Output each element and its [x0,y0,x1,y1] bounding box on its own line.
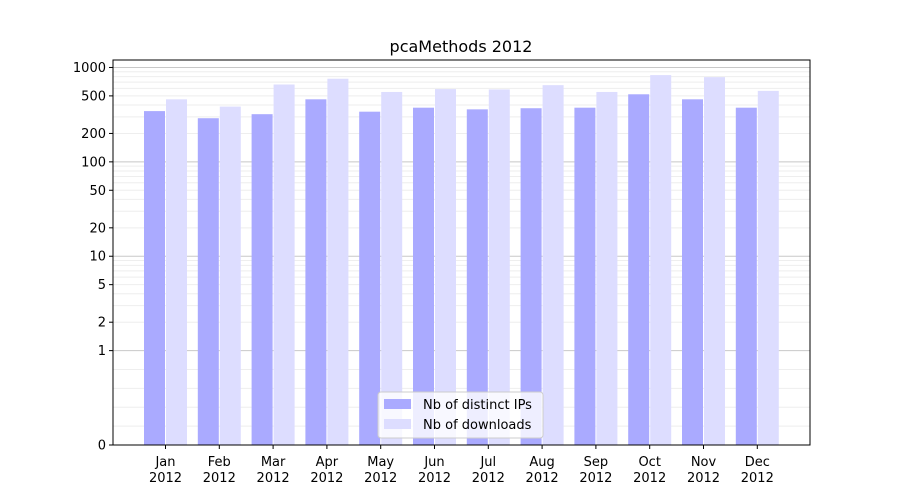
x-tick-label-year: 2012 [203,471,236,486]
bar-downloads [166,99,187,446]
y-tick-label: 100 [81,155,106,170]
bar-distinct-ips [305,99,327,446]
bar-downloads [273,84,295,445]
x-tick-label-month: Apr [316,455,339,470]
bar-distinct-ips [520,108,542,445]
x-tick-label-month: Aug [529,455,554,470]
y-axis: 0 1 2 5 10 20 50 100 200 500 1000 [73,61,113,454]
bar-downloads [435,89,456,445]
x-tick-label-month: Jun [423,455,444,470]
y-tick-label: 500 [81,89,106,104]
x-tick-label-year: 2012 [364,471,397,486]
bar-downloads [757,90,779,446]
bar-downloads [327,78,349,445]
x-tick-label-month: Dec [745,455,770,470]
x-tick-label-year: 2012 [633,471,666,486]
x-tick-label-month: Feb [208,455,231,470]
y-tick-label: 20 [89,221,106,236]
legend-box [377,391,544,439]
bar-distinct-ips [628,94,650,445]
legend: Nb of distinct IPs Nb of downloads [377,391,544,439]
y-tick-label: 200 [81,127,106,142]
x-tick-label-month: Mar [261,455,286,470]
bar-distinct-ips [735,107,757,445]
bar-downloads [596,91,618,445]
x-tick-label-year: 2012 [257,471,290,486]
x-tick-label-year: 2012 [310,471,343,486]
y-tick-label: 10 [89,250,106,265]
x-tick-label-month: Sep [584,455,609,470]
bar-downloads [488,89,510,446]
bar-distinct-ips [197,118,219,445]
bar-downloads [542,85,564,446]
y-tick-label: 5 [98,278,106,293]
x-axis: Jan2012Feb2012Mar2012Apr2012May2012Jun20… [149,445,774,486]
bar-distinct-ips [359,111,381,446]
legend-label-downloads: Nb of downloads [423,418,532,433]
bar-distinct-ips [251,114,273,445]
x-tick-label-month: Jul [479,455,496,470]
x-tick-label-year: 2012 [418,471,451,486]
x-tick-label-month: Oct [638,455,660,470]
bar-downloads [650,75,672,445]
legend-swatch-downloads [384,419,411,429]
x-tick-label-month: May [367,455,394,470]
bar-distinct-ips [682,99,703,446]
bar-downloads [704,77,725,446]
bar-distinct-ips [144,111,165,446]
x-tick-label-year: 2012 [579,471,612,486]
bar-downloads [219,106,241,445]
bar-distinct-ips [574,107,596,445]
x-tick-label-year: 2012 [526,471,559,486]
chart-title: pcaMethods 2012 [390,37,533,56]
bar-downloads [381,91,403,445]
x-tick-label-year: 2012 [149,471,182,486]
y-tick-label: 2 [98,316,106,331]
x-tick-label-month: Nov [691,455,717,470]
y-tick-label: 0 [98,439,106,454]
plot-frame [112,59,811,446]
y-tick-label: 50 [89,184,106,199]
bar-distinct-ips [413,107,434,445]
y-tick-label: 1000 [73,61,106,76]
x-tick-label-year: 2012 [472,471,505,486]
legend-label-distinct-ips: Nb of distinct IPs [423,398,532,413]
bars-layer [144,75,779,446]
x-tick-label-month: Jan [154,455,175,470]
legend-swatch-distinct-ips [384,399,411,409]
y-tick-label: 1 [98,344,106,359]
x-tick-label-year: 2012 [741,471,774,486]
bar-distinct-ips [466,109,488,446]
x-tick-label-year: 2012 [687,471,720,486]
